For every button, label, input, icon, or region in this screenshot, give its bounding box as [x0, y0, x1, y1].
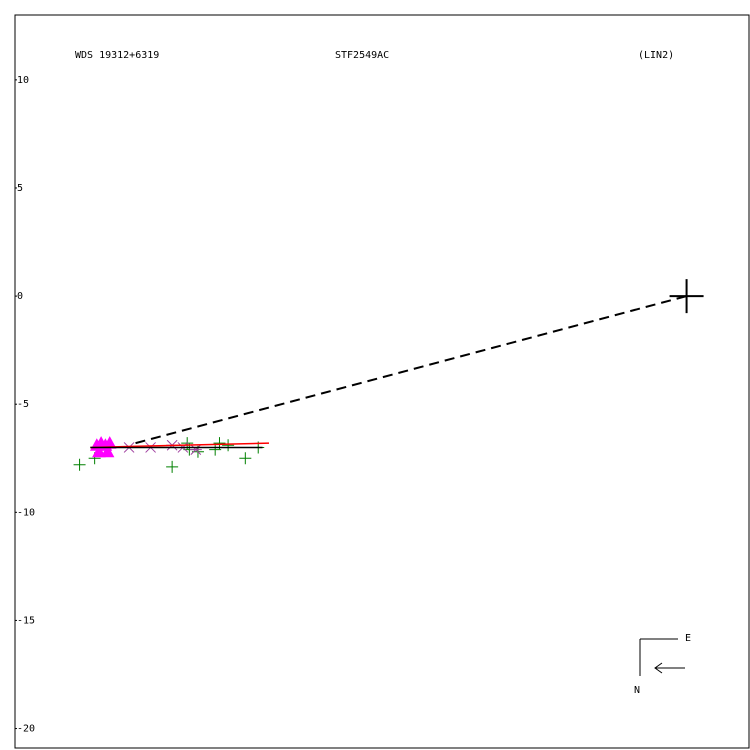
asterisk-marker: [189, 444, 202, 455]
primary-star: [669, 279, 704, 314]
dashed-line: [135, 295, 687, 445]
compass-east-label: E: [685, 633, 691, 644]
plus-marker: [239, 452, 252, 465]
y-tick-label: -10: [17, 507, 35, 518]
compass-arrowhead: [654, 662, 663, 674]
y-tick-label: 0: [17, 291, 23, 302]
y-tick-label: -5: [17, 399, 29, 410]
plot-frame: [14, 14, 750, 749]
plus-marker: [166, 460, 179, 473]
triangle-marker: [100, 444, 115, 458]
plus-marker: [222, 439, 235, 452]
header-center: STF2549AC: [335, 50, 389, 61]
compass: [639, 638, 685, 676]
compass-north-label: N: [634, 685, 640, 696]
y-tick-label: -20: [17, 724, 35, 735]
plus-marker: [73, 458, 86, 471]
plus-marker: [209, 443, 222, 456]
y-tick-label: 5: [17, 183, 23, 194]
header-right: (LIN2): [638, 50, 674, 61]
y-tick-label: -15: [17, 615, 35, 626]
triangle-marker: [92, 444, 106, 458]
header-left: WDS 19312+6319: [75, 50, 159, 61]
y-tick-label: 10: [17, 75, 29, 86]
